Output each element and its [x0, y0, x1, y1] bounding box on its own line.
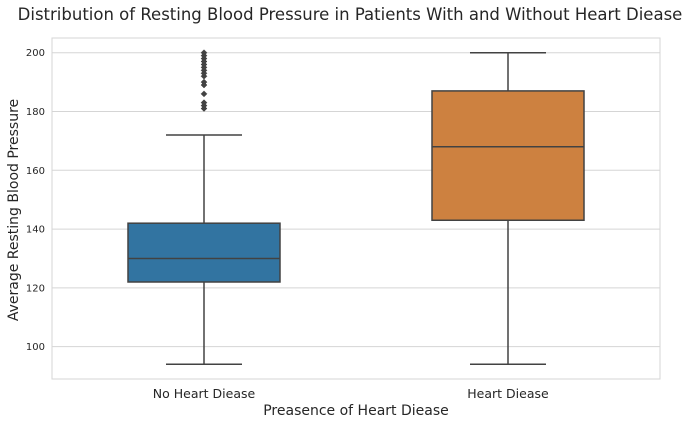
y-tick-label: 140 — [26, 225, 45, 236]
outlier-point — [200, 99, 208, 107]
outlier-point — [200, 49, 208, 57]
plot-frame — [51, 37, 661, 380]
y-tick-label: 100 — [26, 342, 45, 353]
x-axis-label: Preasence of Heart Diease — [263, 403, 449, 419]
plot-area: 100 120 140 160 180 200 No Heart Diease Heart D… — [26, 37, 661, 401]
y-tick-label: 120 — [26, 283, 45, 294]
chart-title: Distribution of Resting Blood Pressure i… — [18, 5, 683, 24]
y-tick-label: 200 — [26, 48, 45, 59]
x-tick-label: No Heart Diease — [153, 386, 256, 401]
box-iqr — [431, 90, 585, 222]
outlier-point — [200, 90, 208, 98]
outlier-point — [200, 78, 208, 86]
y-tick-label: 160 — [26, 166, 45, 177]
y-tick-label: 180 — [26, 107, 45, 118]
box-iqr — [127, 222, 281, 283]
y-axis-label: Average Resting Blood Pressure — [6, 99, 22, 321]
x-tick-label: Heart Diease — [467, 386, 549, 401]
